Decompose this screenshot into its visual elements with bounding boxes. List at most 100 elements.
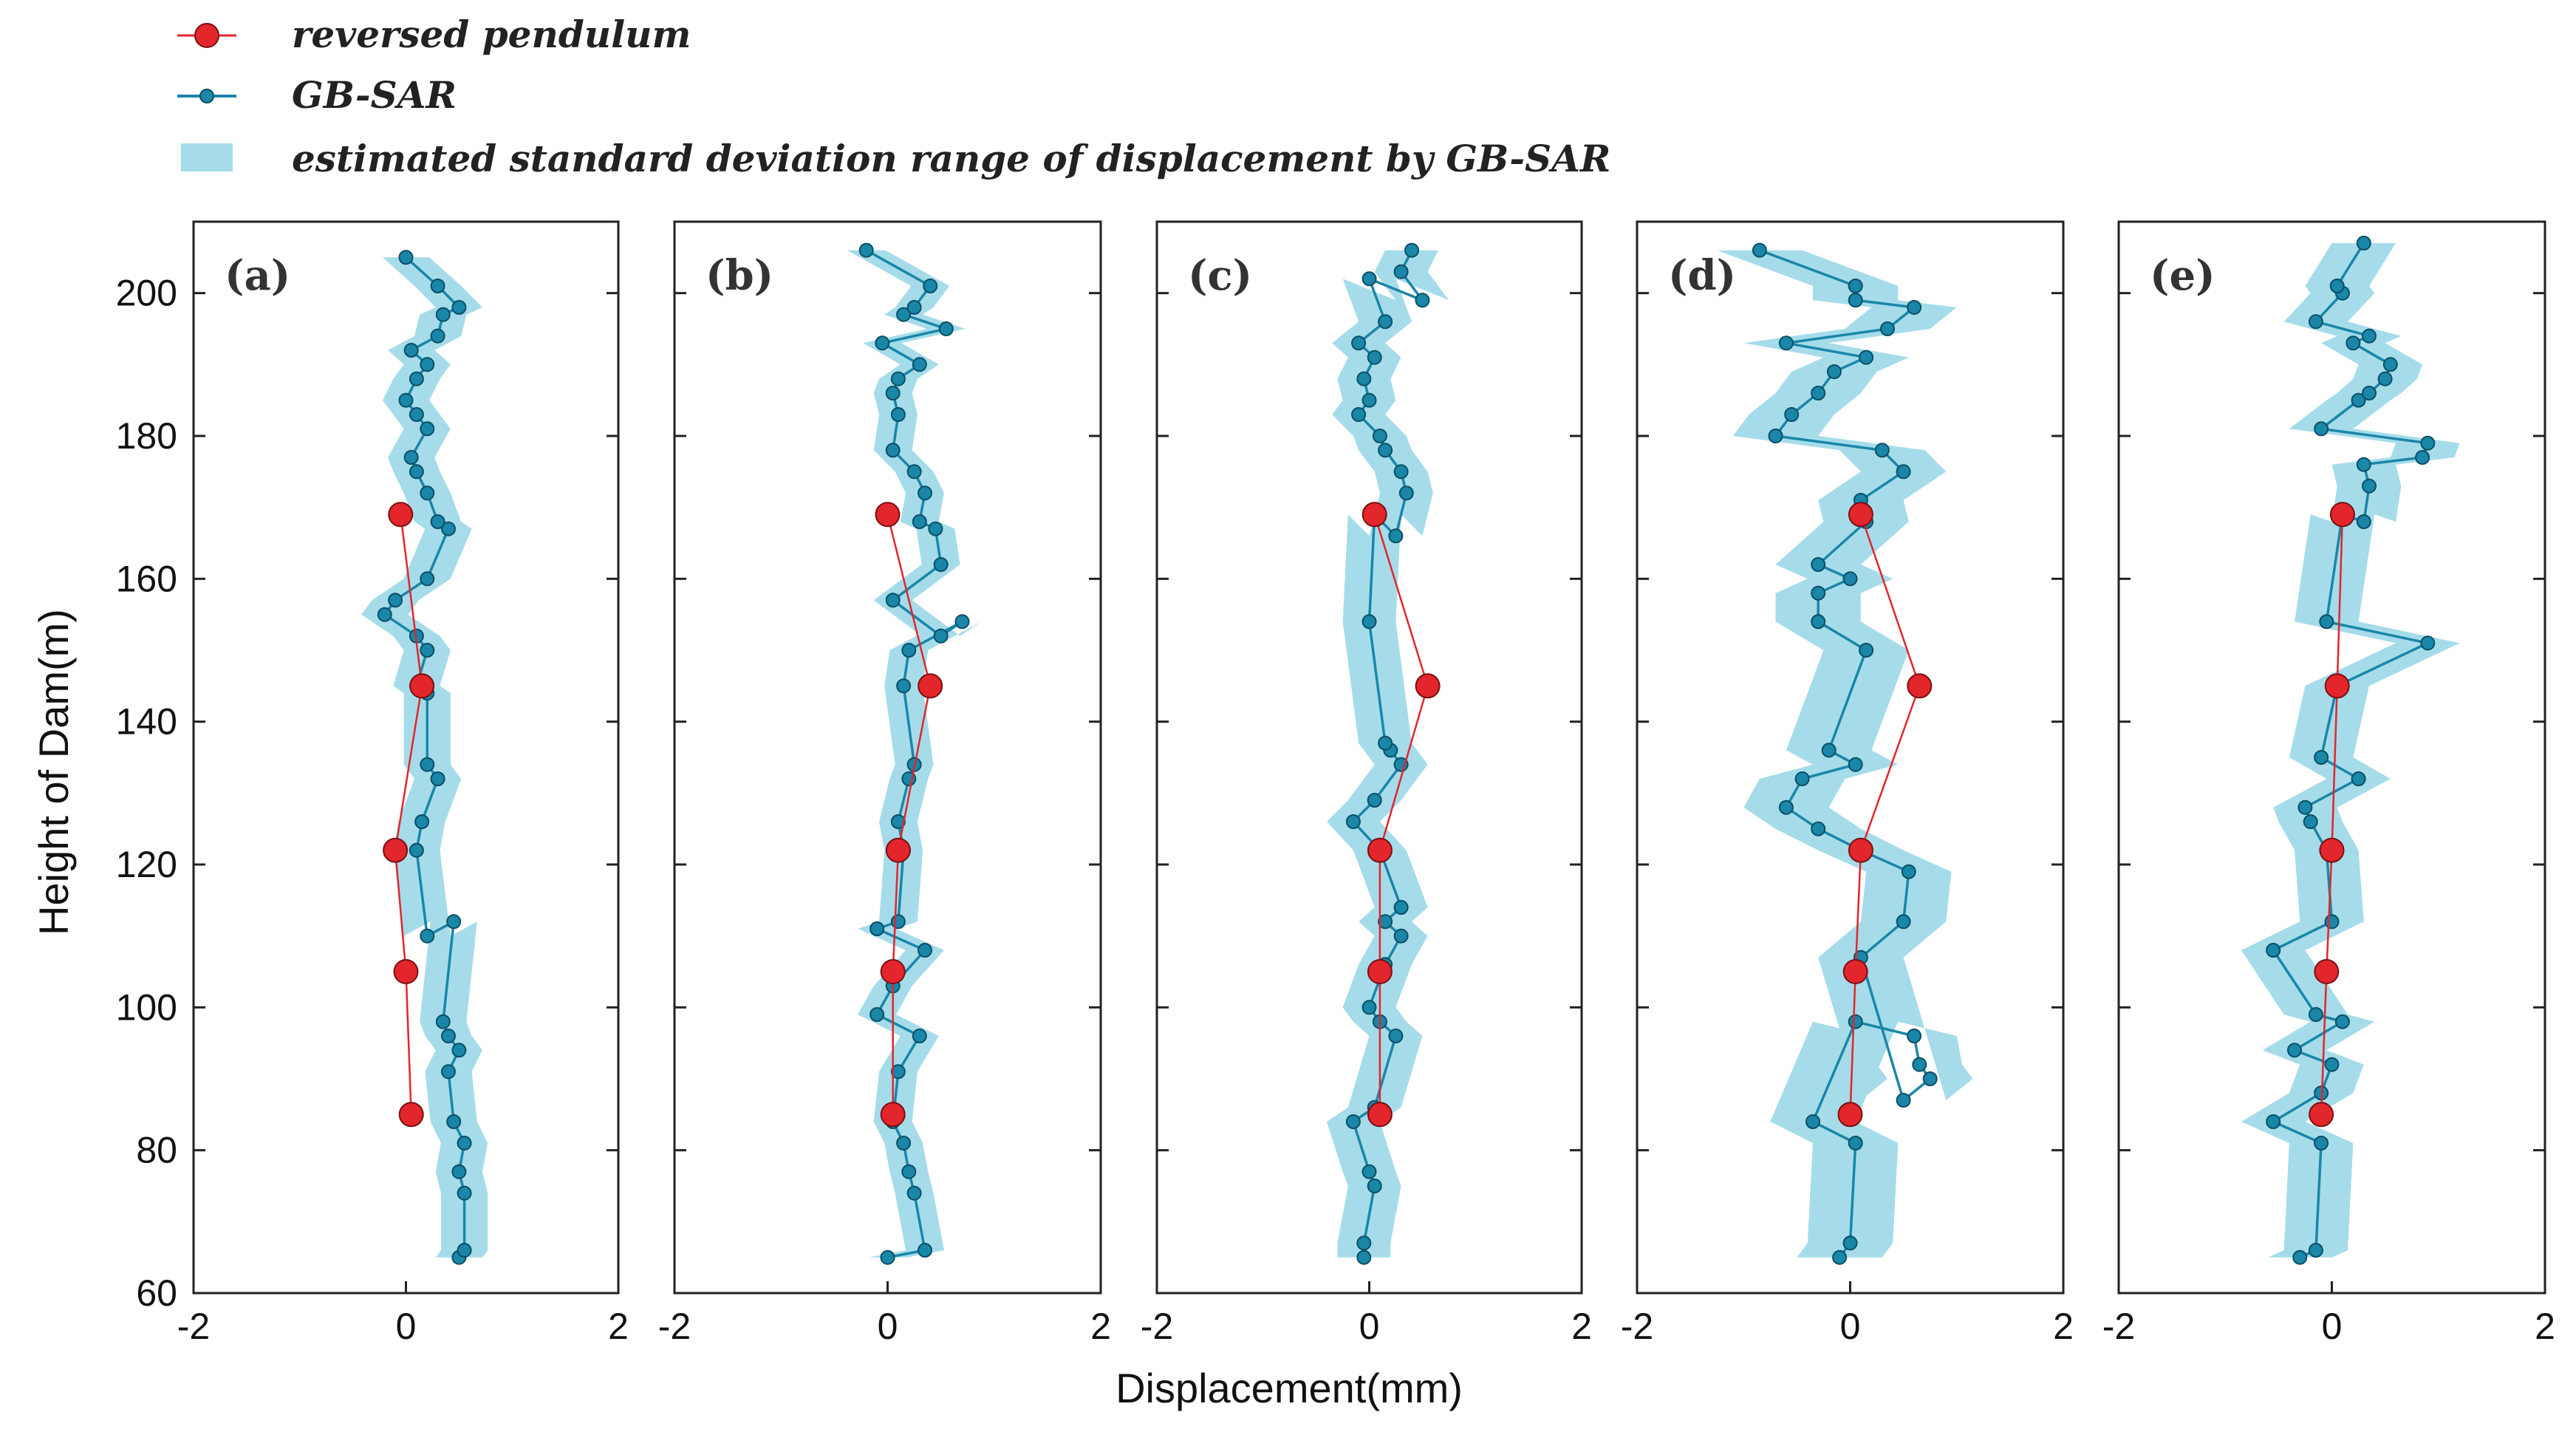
gbsar-point	[912, 1029, 927, 1043]
pendulum-point	[2329, 502, 2355, 528]
gbsar-point	[441, 1064, 456, 1080]
x-axis-title: Displacement(mm)	[1116, 1365, 1463, 1411]
gbsar-point	[1912, 1057, 1927, 1072]
gbsar-point	[2308, 1007, 2323, 1022]
gbsar-point	[890, 407, 906, 422]
gbsar-point	[1362, 271, 1377, 287]
gbsar-point	[1811, 614, 1826, 630]
std-band	[2241, 243, 2460, 1258]
gbsar-point	[1880, 321, 1895, 336]
gbsar-point	[1362, 1164, 1377, 1179]
gbsar-point	[2324, 914, 2340, 930]
x-tick-label: 0	[2322, 1306, 2343, 1347]
gbsar-point	[912, 357, 927, 372]
gbsar-point	[1811, 386, 1826, 400]
y-tick-label: 60	[136, 1272, 177, 1314]
gbsar-point	[457, 1243, 472, 1258]
gbsar-point	[1778, 335, 1794, 351]
gbsar-point	[420, 485, 435, 501]
x-tick-label: 0	[396, 1306, 417, 1347]
gbsar-point	[885, 443, 901, 458]
pendulum-point	[1367, 837, 1393, 863]
legend-band-label: estimated standard deviation range of di…	[292, 137, 1610, 180]
gbsar-point	[1907, 300, 1922, 315]
gbsar-point	[1768, 429, 1783, 443]
gbsar-point	[451, 1043, 467, 1058]
gbsar-point	[1362, 392, 1377, 408]
gbsar-point	[896, 307, 912, 322]
gbsar-point	[2346, 335, 2361, 351]
legend-gbsar-label: GB-SAR	[292, 73, 457, 117]
panel-1: 60 80 100 120 140 160 180 200 -2 0 2 (a)	[116, 220, 629, 1347]
gbsar-point	[1842, 1235, 1858, 1251]
x-tick-label: 0	[878, 1306, 898, 1347]
gbsar-point	[2308, 314, 2323, 330]
pendulum-point	[880, 1102, 906, 1128]
gbsar-point	[1896, 464, 1911, 480]
gbsar-point	[1842, 571, 1858, 587]
gbsar-point	[906, 464, 922, 480]
legend-pendulum-label: reversed pendulum	[292, 13, 691, 56]
gbsar-point	[1848, 1014, 1863, 1029]
pendulum-point	[880, 959, 906, 984]
gbsar-point	[933, 628, 949, 644]
pendulum-point	[1848, 837, 1873, 863]
x-tick-label: 2	[1571, 1306, 1592, 1347]
gbsar-point	[1415, 293, 1430, 308]
y-tick-label: 80	[136, 1130, 177, 1171]
pendulum-point	[1367, 959, 1393, 984]
gbsar-point	[430, 279, 445, 293]
gbsar-point	[1874, 443, 1890, 458]
gbsar-point	[2329, 279, 2345, 293]
pendulum-point	[2309, 1102, 2334, 1128]
pendulum-point	[409, 673, 435, 699]
gbsar-point	[1896, 1093, 1911, 1108]
gbsar-point	[435, 307, 451, 322]
legend: reversed pendulum GB-SAR estimated stand…	[177, 13, 1610, 180]
gbsar-point	[414, 814, 430, 829]
gbsar-point	[2362, 478, 2377, 494]
gbsar-point	[1362, 1000, 1377, 1015]
panel-2: -2 0 2 (b)	[658, 220, 1111, 1347]
pendulum-point	[383, 837, 409, 863]
gbsar-point	[377, 607, 392, 622]
gbsar-point	[420, 643, 435, 658]
gbsar-point	[2351, 771, 2366, 786]
gbsar-point	[1794, 771, 1810, 786]
gbsar-point	[1393, 928, 1409, 944]
gbsar-point	[1378, 735, 1393, 751]
gbsar-point	[409, 407, 424, 422]
gbsar-point	[2287, 1043, 2302, 1058]
gbsar-point	[398, 250, 414, 265]
gbsar-point	[1784, 407, 1800, 422]
gbsar-point	[2319, 614, 2334, 630]
gbsar-point	[938, 321, 954, 336]
gbsar-point	[446, 1114, 462, 1129]
x-tick-label: 2	[608, 1306, 629, 1347]
gbsar-point	[1356, 371, 1372, 386]
panel-3: -2 0 2 (c)	[1141, 220, 1592, 1347]
panel-5: -2 0 2 (e)	[2102, 220, 2555, 1347]
pendulum-point	[1907, 673, 1933, 699]
y-tick-label: 100	[116, 986, 177, 1028]
gbsar-point	[420, 357, 435, 372]
gbsar-point	[2382, 357, 2398, 372]
pendulum-point	[1367, 1102, 1393, 1128]
gbsar-point	[1378, 443, 1393, 458]
panel-label: (e)	[2150, 251, 2215, 300]
gbsar-point	[1351, 335, 1367, 351]
gbsar-point	[2420, 435, 2436, 451]
y-axis-title: Height of Dam(m)	[30, 609, 77, 935]
gbsar-point	[1922, 1071, 1938, 1086]
gbsar-point	[409, 842, 424, 858]
std-band	[361, 257, 488, 1258]
gbsar-point	[896, 1136, 912, 1150]
gbsar-point	[918, 943, 932, 958]
gbsar-point	[1345, 1114, 1361, 1129]
pendulum-point	[1362, 502, 1387, 528]
x-tick-label: -2	[2102, 1306, 2135, 1347]
y-tick-label: 120	[116, 844, 177, 885]
panel-label: (c)	[1188, 251, 1252, 300]
gbsar-point	[1848, 293, 1863, 308]
